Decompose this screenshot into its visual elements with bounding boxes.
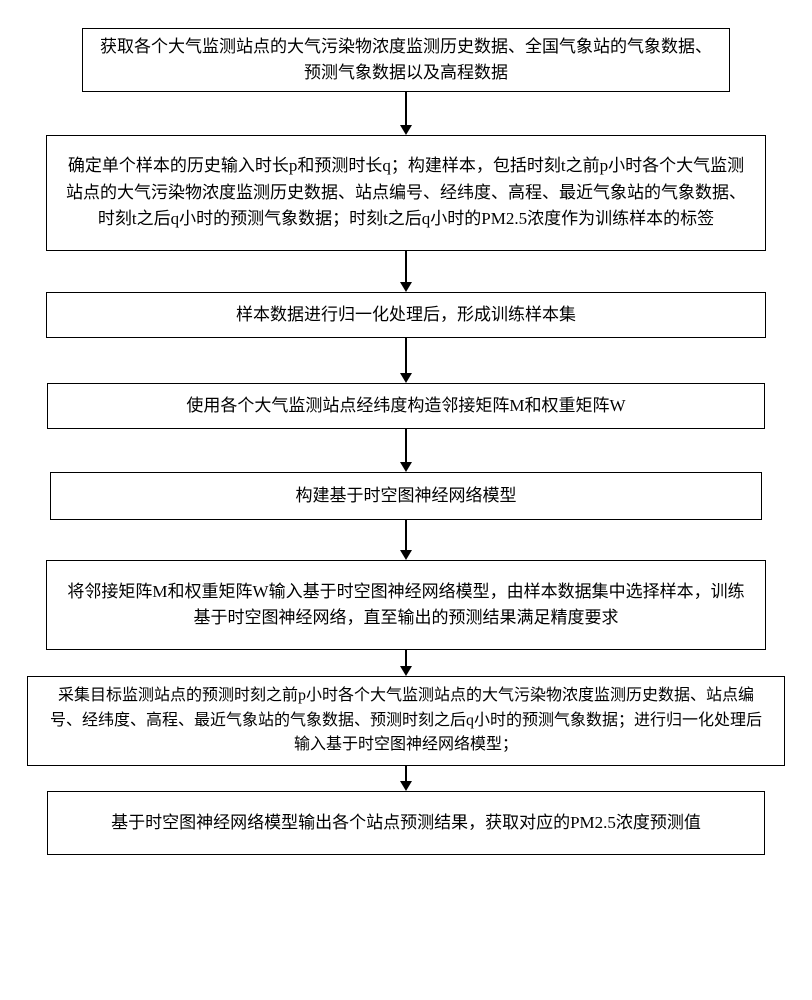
flowchart-container: 获取各个大气监测站点的大气污染物浓度监测历史数据、全国气象站的气象数据、预测气象… <box>0 28 812 855</box>
flowchart-arrow-7 <box>400 766 412 791</box>
flowchart-arrow-5 <box>400 520 412 560</box>
flowchart-node-4: 使用各个大气监测站点经纬度构造邻接矩阵M和权重矩阵W <box>47 383 765 429</box>
flowchart-arrow-2 <box>400 251 412 292</box>
flowchart-arrow-6 <box>400 650 412 676</box>
flowchart-node-3: 样本数据进行归一化处理后，形成训练样本集 <box>46 292 766 338</box>
flowchart-node-8: 基于时空图神经网络模型输出各个站点预测结果，获取对应的PM2.5浓度预测值 <box>47 791 765 855</box>
flowchart-arrow-3 <box>400 338 412 383</box>
flowchart-node-1: 获取各个大气监测站点的大气污染物浓度监测历史数据、全国气象站的气象数据、预测气象… <box>82 28 730 92</box>
flowchart-node-5: 构建基于时空图神经网络模型 <box>50 472 762 520</box>
flowchart-arrow-1 <box>400 92 412 135</box>
flowchart-node-2: 确定单个样本的历史输入时长p和预测时长q；构建样本，包括时刻t之前p小时各个大气… <box>46 135 766 251</box>
flowchart-node-7: 采集目标监测站点的预测时刻之前p小时各个大气监测站点的大气污染物浓度监测历史数据… <box>27 676 785 766</box>
flowchart-arrow-4 <box>400 429 412 472</box>
flowchart-node-6: 将邻接矩阵M和权重矩阵W输入基于时空图神经网络模型，由样本数据集中选择样本，训练… <box>46 560 766 650</box>
